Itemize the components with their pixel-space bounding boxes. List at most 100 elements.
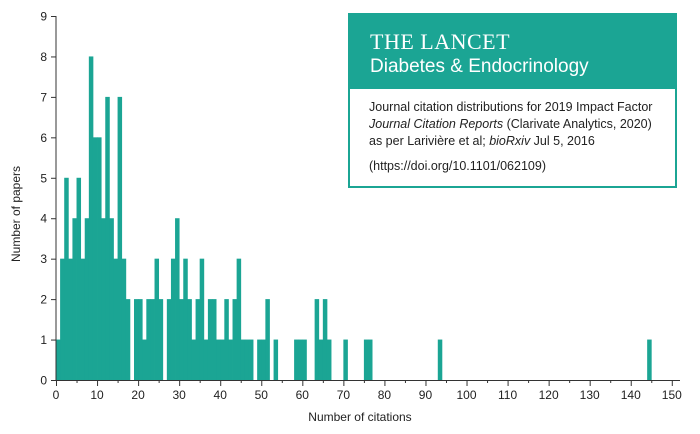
x-axis-title: Number of citations bbox=[308, 410, 411, 424]
histogram-bar bbox=[244, 339, 250, 380]
y-tick-label: 2 bbox=[40, 293, 47, 307]
histogram-bar bbox=[138, 299, 143, 380]
info-text: Journal citation distributions for 2019 … bbox=[350, 89, 675, 175]
histogram-bar bbox=[224, 299, 229, 380]
info-line-1: Journal citation distributions for 2019 … bbox=[369, 100, 653, 114]
histogram-bar bbox=[88, 56, 94, 380]
x-tick-label: 100 bbox=[457, 388, 477, 402]
histogram-bar bbox=[60, 258, 65, 380]
histogram-bar bbox=[203, 339, 209, 380]
histogram-bar bbox=[220, 339, 225, 380]
x-tick-label: 60 bbox=[296, 388, 310, 402]
journal-header: THE LANCET Diabetes & Endocrinology bbox=[350, 15, 675, 89]
histogram-bar bbox=[195, 299, 201, 380]
info-line-3: as per Larivière et al; bioRxiv Jul 5, 2… bbox=[369, 133, 665, 150]
histogram-bar bbox=[72, 218, 77, 380]
histogram-bar bbox=[273, 339, 279, 380]
histogram-bar bbox=[101, 218, 106, 380]
histogram-bar bbox=[64, 177, 69, 380]
histogram-bar bbox=[146, 299, 151, 380]
histogram-bar bbox=[113, 258, 118, 380]
histogram-bar bbox=[265, 299, 270, 380]
histogram-bar bbox=[261, 339, 266, 380]
histogram-bar bbox=[158, 299, 164, 380]
histogram-bar bbox=[170, 258, 176, 380]
citation-date: Jul 5, 2016 bbox=[530, 134, 595, 148]
histogram-bar bbox=[236, 258, 242, 380]
x-tick-label: 70 bbox=[337, 388, 351, 402]
histogram-bar bbox=[80, 258, 86, 380]
histogram-bar bbox=[199, 258, 205, 380]
histogram-bar bbox=[97, 137, 102, 380]
x-tick-label: 80 bbox=[378, 388, 392, 402]
histogram-bar bbox=[363, 339, 369, 380]
histogram-bar bbox=[68, 258, 73, 380]
journal-name: THE LANCET bbox=[370, 29, 511, 54]
histogram-bar bbox=[121, 258, 127, 380]
histogram-bar bbox=[179, 299, 184, 380]
histogram-bar bbox=[228, 339, 233, 380]
citation-authors: as per Larivière et al; bbox=[369, 134, 490, 148]
histogram-bar bbox=[437, 339, 443, 380]
histogram-bar bbox=[207, 299, 213, 380]
y-axis-title: Number of papers bbox=[9, 166, 23, 262]
x-tick-label: 130 bbox=[580, 388, 600, 402]
histogram-bar bbox=[368, 339, 373, 380]
jcr-title: Journal Citation Reports bbox=[369, 117, 504, 131]
y-tick-label: 5 bbox=[40, 171, 47, 185]
y-tick-label: 8 bbox=[40, 50, 47, 64]
histogram-bar bbox=[92, 137, 98, 380]
histogram-bar bbox=[125, 299, 131, 380]
histogram-bar bbox=[216, 339, 221, 380]
x-tick-label: 110 bbox=[498, 388, 517, 402]
histogram-bar bbox=[298, 339, 303, 380]
info-line-2: Journal Citation Reports (Clarivate Anal… bbox=[369, 116, 665, 133]
histogram-bar bbox=[322, 299, 328, 380]
histogram-bar bbox=[212, 299, 217, 380]
histogram-bar bbox=[105, 96, 110, 380]
histogram-bar bbox=[257, 339, 262, 380]
histogram-bar bbox=[175, 218, 180, 380]
x-tick-label: 30 bbox=[172, 388, 186, 402]
histogram-bar bbox=[318, 339, 324, 380]
x-tick-label: 40 bbox=[214, 388, 228, 402]
histogram-bar bbox=[150, 299, 155, 380]
histogram-bar bbox=[56, 339, 61, 380]
histogram-bar bbox=[647, 339, 652, 380]
histogram-bar bbox=[134, 299, 139, 380]
x-tick-label: 150 bbox=[662, 388, 682, 402]
y-tick-label: 7 bbox=[40, 90, 47, 104]
histogram-bar bbox=[343, 339, 348, 380]
histogram-bar bbox=[166, 299, 172, 380]
y-tick-label: 6 bbox=[40, 131, 47, 145]
histogram-bar bbox=[117, 96, 123, 380]
x-tick-label: 0 bbox=[53, 388, 60, 402]
x-tick-label: 120 bbox=[539, 388, 559, 402]
histogram-bars bbox=[56, 56, 652, 380]
histogram-bar bbox=[191, 339, 196, 380]
doi-link[interactable]: (https://doi.org/10.1101/062109) bbox=[369, 159, 546, 173]
histogram-bar bbox=[109, 218, 114, 380]
x-tick-label: 50 bbox=[255, 388, 269, 402]
histogram-bar bbox=[232, 299, 238, 380]
y-tick-label: 0 bbox=[40, 374, 47, 388]
histogram-bar bbox=[187, 299, 192, 380]
journal-subtitle: Diabetes & Endocrinology bbox=[370, 56, 589, 77]
histogram-bar bbox=[142, 339, 147, 380]
histogram-bar bbox=[302, 339, 307, 380]
histogram-bar bbox=[240, 339, 246, 380]
y-tick-label: 3 bbox=[40, 252, 47, 266]
biorxiv-name: bioRxiv bbox=[489, 134, 531, 148]
jcr-publisher: (Clarivate Analytics, 2020) bbox=[503, 117, 652, 131]
y-tick-label: 4 bbox=[40, 212, 47, 226]
histogram-bar bbox=[294, 339, 299, 380]
histogram-bar bbox=[248, 339, 254, 380]
histogram-bar bbox=[76, 177, 82, 380]
journal-info-box: THE LANCET Diabetes & Endocrinology Jour… bbox=[348, 13, 677, 188]
histogram-bar bbox=[314, 299, 320, 380]
histogram-bar bbox=[326, 339, 332, 380]
histogram-bar bbox=[183, 258, 188, 380]
x-tick-label: 140 bbox=[621, 388, 641, 402]
